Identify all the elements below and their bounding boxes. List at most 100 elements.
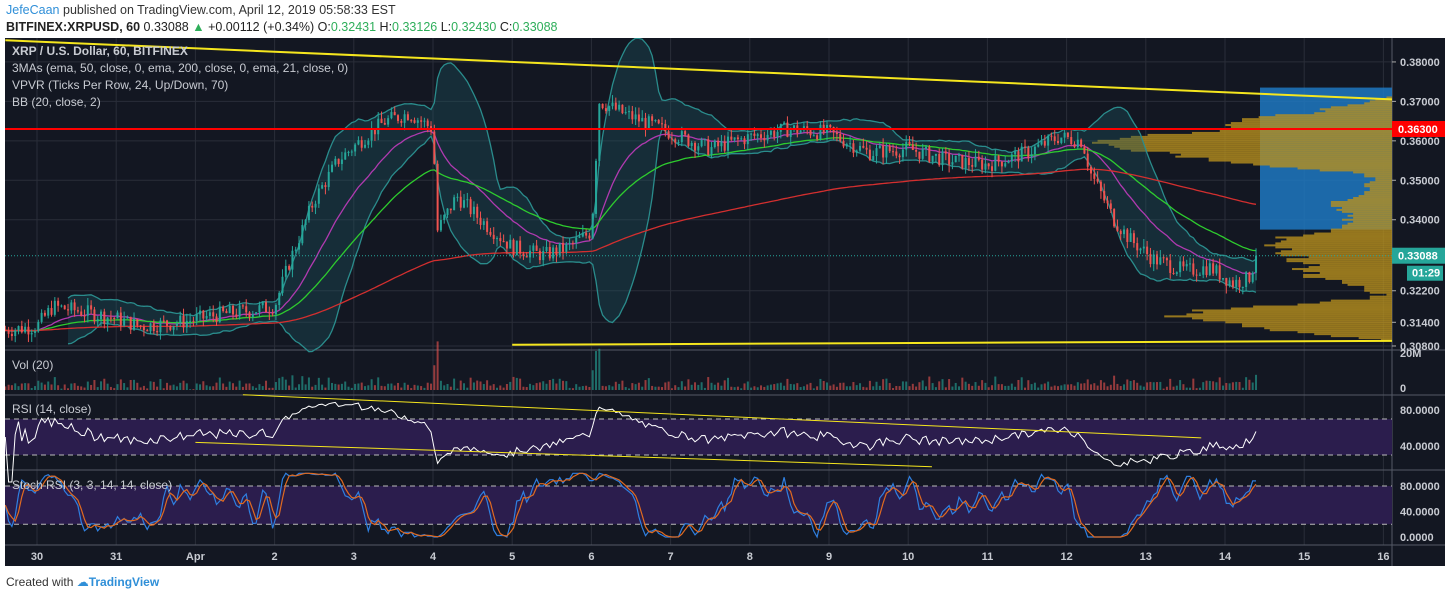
- vpvr-bar: [1208, 157, 1392, 160]
- chart-canvas[interactable]: 0.38000 0.37000 0.36000 0.35000 0.34000 0.322…: [5, 38, 1445, 566]
- candle-body: [1156, 254, 1159, 265]
- candle-body: [565, 243, 568, 252]
- candle-body: [453, 197, 456, 211]
- candle-body: [1040, 141, 1043, 145]
- candle-body: [670, 138, 673, 140]
- volume-bar: [50, 384, 53, 390]
- time-tick-label: Apr: [186, 551, 206, 563]
- candle-body: [344, 152, 347, 160]
- vpvr-bar: [1314, 333, 1392, 336]
- candle-body: [697, 146, 700, 151]
- candle-body: [938, 153, 941, 166]
- candle-body: [63, 305, 66, 310]
- candle-body: [284, 265, 287, 277]
- vpvr-bar: [1114, 145, 1392, 148]
- candle-body: [829, 125, 832, 128]
- volume-bar: [766, 385, 769, 390]
- volume-bar: [1208, 380, 1211, 390]
- resistance-trendline: [5, 39, 1393, 101]
- candle-body: [265, 302, 268, 313]
- volume-bar: [294, 387, 297, 390]
- candle-body: [885, 145, 888, 158]
- time-tick-label: 31: [110, 551, 122, 563]
- candle-body: [423, 120, 426, 122]
- candle-body: [1152, 254, 1155, 265]
- volume-bar: [1113, 375, 1116, 390]
- volume-bar: [585, 385, 588, 390]
- candle-body: [799, 130, 802, 134]
- vpvr-bar: [1230, 126, 1392, 129]
- vpvr-bar: [1292, 248, 1392, 251]
- tradingview-link[interactable]: TradingView: [88, 575, 160, 589]
- candle-body: [14, 330, 17, 337]
- volume-bar: [1007, 385, 1010, 390]
- price-tick-label: 0.34000: [1400, 215, 1440, 227]
- price-tick-label: 0.35000: [1400, 175, 1440, 187]
- volume-bar: [1076, 382, 1079, 390]
- candle-body: [941, 151, 944, 166]
- author-link[interactable]: JefeCaan: [6, 3, 60, 17]
- volume-bar: [324, 387, 327, 390]
- candle-body: [845, 144, 848, 147]
- candle-body: [156, 331, 159, 333]
- vpvr-bar: [1175, 155, 1392, 158]
- candle-body: [591, 213, 594, 239]
- vpvr-bar: [1225, 321, 1392, 324]
- volume-bar: [344, 381, 347, 390]
- candle-body: [740, 138, 743, 140]
- candle-body: [842, 140, 845, 147]
- volume-bar: [261, 386, 264, 390]
- candle-body: [882, 145, 885, 158]
- volume-bar: [1195, 388, 1198, 390]
- vpvr-bar: [1369, 189, 1392, 192]
- volume-bar: [842, 382, 845, 390]
- vpvr-bar: [1364, 183, 1392, 186]
- legend-mas[interactable]: 3MAs (ema, 50, close, 0, ema, 200, close…: [12, 61, 349, 75]
- volume-bar: [1189, 387, 1192, 390]
- candle-body: [331, 164, 334, 172]
- vpvr-bar: [1308, 256, 1392, 259]
- legend-bb[interactable]: BB (20, close, 2): [12, 95, 101, 109]
- candle-body: [1169, 260, 1172, 273]
- volume-bar: [1198, 387, 1201, 390]
- candle-body: [760, 134, 763, 138]
- volume-bar: [991, 385, 994, 390]
- volume-bar: [1070, 384, 1073, 390]
- candle-body: [288, 265, 291, 270]
- volume-bar: [532, 385, 535, 390]
- candle-body: [1010, 154, 1013, 162]
- legend-vol[interactable]: Vol (20): [12, 358, 54, 372]
- volume-bar: [235, 386, 238, 390]
- volume-bar: [680, 381, 683, 390]
- volume-bar: [614, 381, 617, 390]
- volume-bar: [298, 384, 301, 390]
- volume-bar: [984, 382, 987, 390]
- volume-bar: [502, 387, 505, 390]
- candle-body: [631, 111, 634, 120]
- candle-body: [1017, 151, 1020, 162]
- candle-body: [997, 155, 1000, 162]
- volume-bar: [119, 379, 122, 390]
- volume-bar: [859, 383, 862, 390]
- volume-bar: [202, 381, 205, 390]
- volume-bar: [423, 387, 426, 390]
- volume-bar: [1218, 377, 1221, 390]
- legend-vpvr[interactable]: VPVR (Ticks Per Row, 24, Up/Down, 70): [12, 78, 229, 92]
- rsi-tick-label: 40.0000: [1400, 441, 1440, 453]
- candle-body: [119, 312, 122, 326]
- volume-bar: [1033, 382, 1036, 390]
- candle-body: [294, 249, 297, 251]
- legend-stoch[interactable]: Stoch RSI (3, 3, 14, 14, close): [12, 478, 173, 492]
- volume-bar: [796, 383, 799, 390]
- volume-bar: [779, 382, 782, 390]
- volume-bar: [618, 383, 621, 390]
- volume-bar: [898, 386, 901, 390]
- volume-bar: [426, 382, 429, 390]
- support-trendline: [512, 339, 1393, 346]
- candle-body: [908, 142, 911, 145]
- candle-body: [20, 326, 23, 333]
- candle-body: [624, 112, 627, 114]
- legend-rsi[interactable]: RSI (14, close): [12, 402, 92, 416]
- volume-bar: [446, 384, 449, 390]
- volume-bar: [410, 388, 413, 390]
